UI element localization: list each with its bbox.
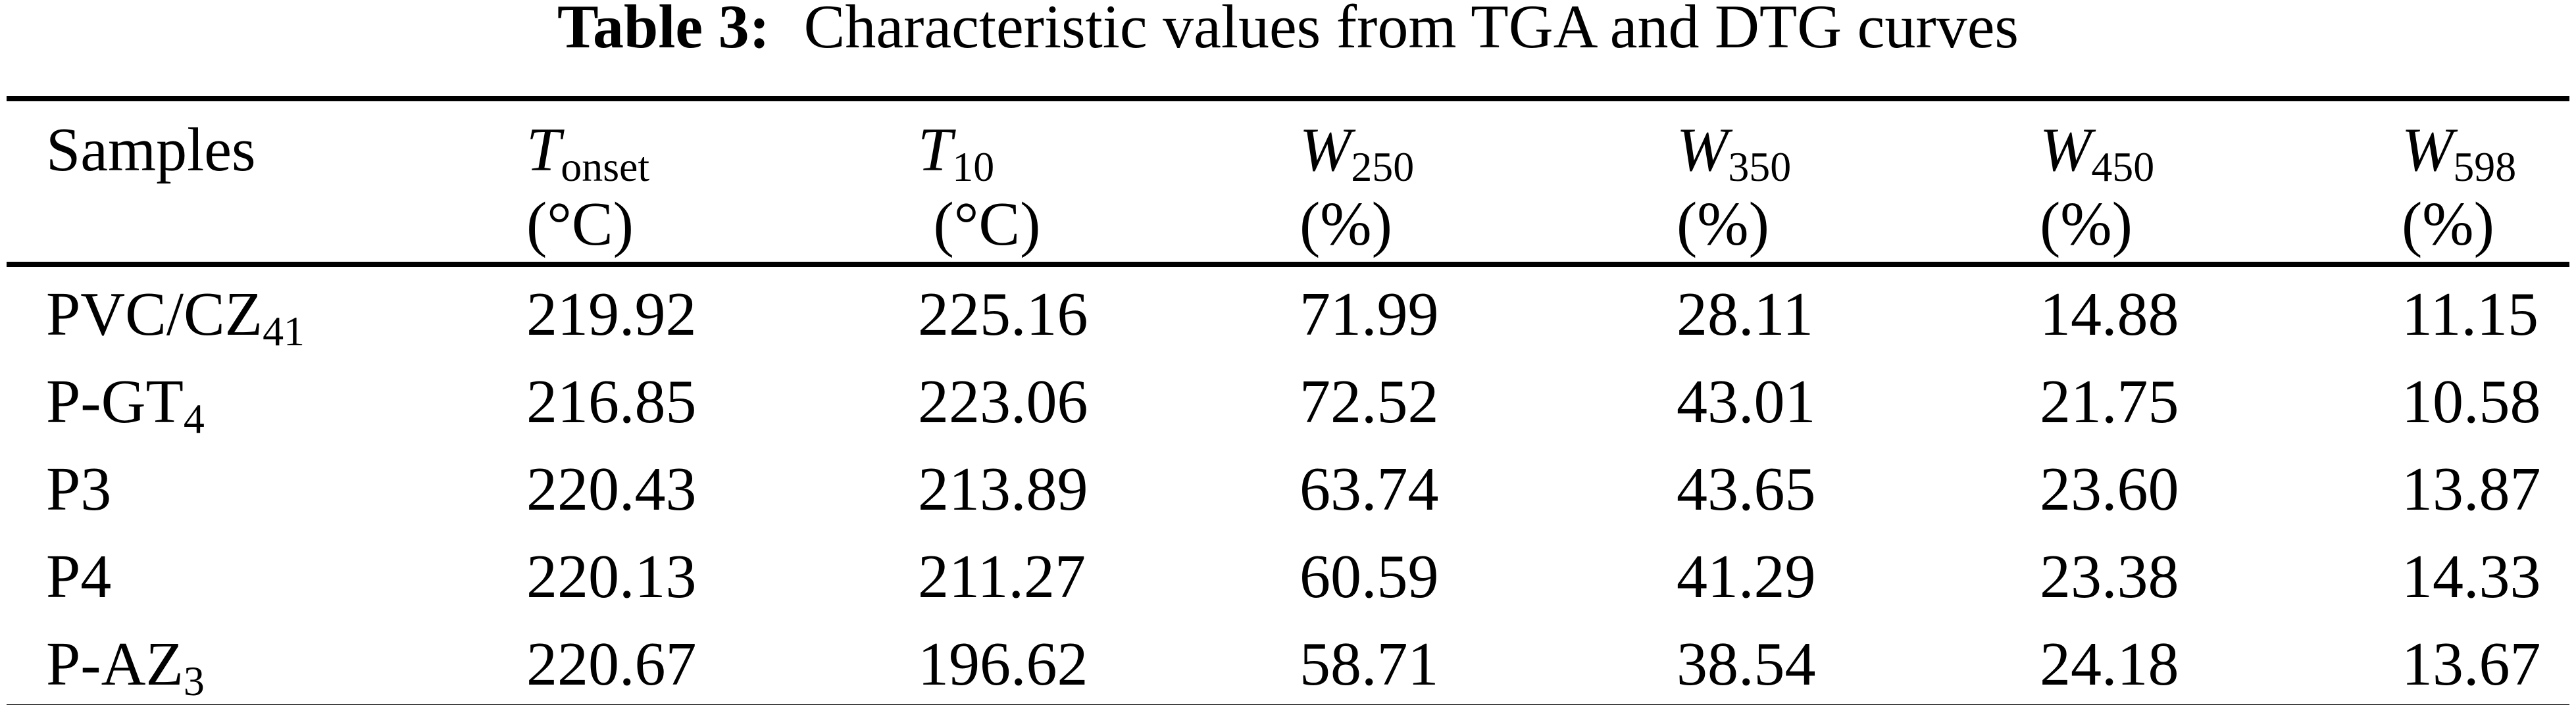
sample-name-subscript: 41 xyxy=(263,308,305,355)
header-unit: (%) xyxy=(1677,189,1769,258)
header-symbol: W xyxy=(1300,116,1351,184)
cell-t-onset: 220.13 xyxy=(526,543,697,612)
column-header-w250: W250 (%) xyxy=(1300,99,1677,264)
cell-w598: 11.15 xyxy=(2402,280,2539,349)
sample-name-text: PVC/CZ xyxy=(46,280,263,349)
sample-name: P-AZ3 xyxy=(7,617,526,705)
cell-w598: 10.58 xyxy=(2402,368,2541,437)
cell-w250: 71.99 xyxy=(1300,280,1439,349)
cell-w450: 24.18 xyxy=(2040,630,2179,699)
cell-t-onset: 216.85 xyxy=(526,368,697,437)
cell-w598: 13.87 xyxy=(2402,455,2541,524)
cell-w250: 58.71 xyxy=(1300,630,1439,699)
column-header-samples: Samples xyxy=(7,99,526,264)
cell-w350: 43.01 xyxy=(1677,368,1816,437)
header-subscript: 598 xyxy=(2453,143,2517,190)
cell-t10: 213.89 xyxy=(918,455,1088,524)
table-row-p4: P4 220.13 211.27 60.59 41.29 23.38 14.33 xyxy=(7,529,2569,617)
sample-name-text: P-GT xyxy=(46,368,184,437)
sample-name: P3 xyxy=(7,442,526,529)
sample-name-subscript: 3 xyxy=(183,658,205,705)
header-symbol: T xyxy=(526,116,561,184)
header-row: Samples Tonset (°C) T10 (°C) W250 (%) W3… xyxy=(7,99,2569,264)
column-header-t-onset: Tonset (°C) xyxy=(526,99,918,264)
cell-t-onset: 220.67 xyxy=(526,630,697,699)
column-header-w598: W598 (%) xyxy=(2402,99,2569,264)
header-unit: (%) xyxy=(2402,189,2494,258)
cell-w450: 23.38 xyxy=(2040,543,2179,612)
header-unit: (°C) xyxy=(526,189,634,258)
cell-w598: 13.67 xyxy=(2402,630,2541,699)
cell-t10: 196.62 xyxy=(918,630,1088,699)
table-header: Samples Tonset (°C) T10 (°C) W250 (%) W3… xyxy=(7,99,2569,264)
column-header-w450: W450 (%) xyxy=(2040,99,2402,264)
cell-w598: 14.33 xyxy=(2402,543,2541,612)
cell-t-onset: 219.92 xyxy=(526,280,697,349)
header-subscript: 450 xyxy=(2091,143,2155,190)
tga-dtg-table: Samples Tonset (°C) T10 (°C) W250 (%) W3… xyxy=(7,96,2569,705)
header-subscript: 10 xyxy=(952,143,995,190)
sample-name: P4 xyxy=(7,529,526,617)
table-row-p-az3: P-AZ3 220.67 196.62 58.71 38.54 24.18 13… xyxy=(7,617,2569,705)
cell-w450: 21.75 xyxy=(2040,368,2179,437)
table-row-p-gt4: P-GT4 216.85 223.06 72.52 43.01 21.75 10… xyxy=(7,354,2569,442)
table-body: PVC/CZ41 219.92 225.16 71.99 28.11 14.88… xyxy=(7,264,2569,705)
header-subscript: 250 xyxy=(1351,143,1415,190)
column-header-t10: T10 (°C) xyxy=(918,99,1300,264)
cell-w450: 14.88 xyxy=(2040,280,2179,349)
cell-w350: 43.65 xyxy=(1677,455,1816,524)
sample-name: P-GT4 xyxy=(7,354,526,442)
cell-w250: 60.59 xyxy=(1300,543,1439,612)
header-symbol: W xyxy=(2040,116,2092,184)
sample-name-subscript: 4 xyxy=(183,395,205,443)
header-subscript: 350 xyxy=(1728,143,1792,190)
header-symbol: W xyxy=(2402,116,2454,184)
table-caption-label: Table 3: xyxy=(557,0,770,61)
header-unit: (%) xyxy=(2040,189,2133,258)
table-row-pvc-cz41: PVC/CZ41 219.92 225.16 71.99 28.11 14.88… xyxy=(7,264,2569,354)
cell-t10: 223.06 xyxy=(918,368,1088,437)
cell-w250: 63.74 xyxy=(1300,455,1439,524)
header-subscript: onset xyxy=(561,143,650,190)
cell-w350: 38.54 xyxy=(1677,630,1816,699)
cell-t10: 211.27 xyxy=(918,543,1086,612)
header-symbol: W xyxy=(1677,116,1729,184)
header-samples-label: Samples xyxy=(46,116,256,184)
sample-name-text: P3 xyxy=(46,455,112,524)
sample-name-text: P4 xyxy=(46,543,112,612)
cell-w250: 72.52 xyxy=(1300,368,1439,437)
table-caption: Table 3: Characteristic values from TGA a… xyxy=(0,0,2576,92)
header-symbol: T xyxy=(918,116,953,184)
cell-w350: 41.29 xyxy=(1677,543,1816,612)
table-caption-text: Characteristic values from TGA and DTG c… xyxy=(803,0,2019,61)
table-row-p3: P3 220.43 213.89 63.74 43.65 23.60 13.87 xyxy=(7,442,2569,529)
cell-w350: 28.11 xyxy=(1677,280,1814,349)
sample-name: PVC/CZ41 xyxy=(7,264,526,354)
column-header-w350: W350 (%) xyxy=(1677,99,2040,264)
header-unit: (°C) xyxy=(918,189,1041,258)
cell-t10: 225.16 xyxy=(918,280,1088,349)
cell-t-onset: 220.43 xyxy=(526,455,697,524)
sample-name-text: P-AZ xyxy=(46,630,184,699)
cell-w450: 23.60 xyxy=(2040,455,2179,524)
header-unit: (%) xyxy=(1300,189,1392,258)
